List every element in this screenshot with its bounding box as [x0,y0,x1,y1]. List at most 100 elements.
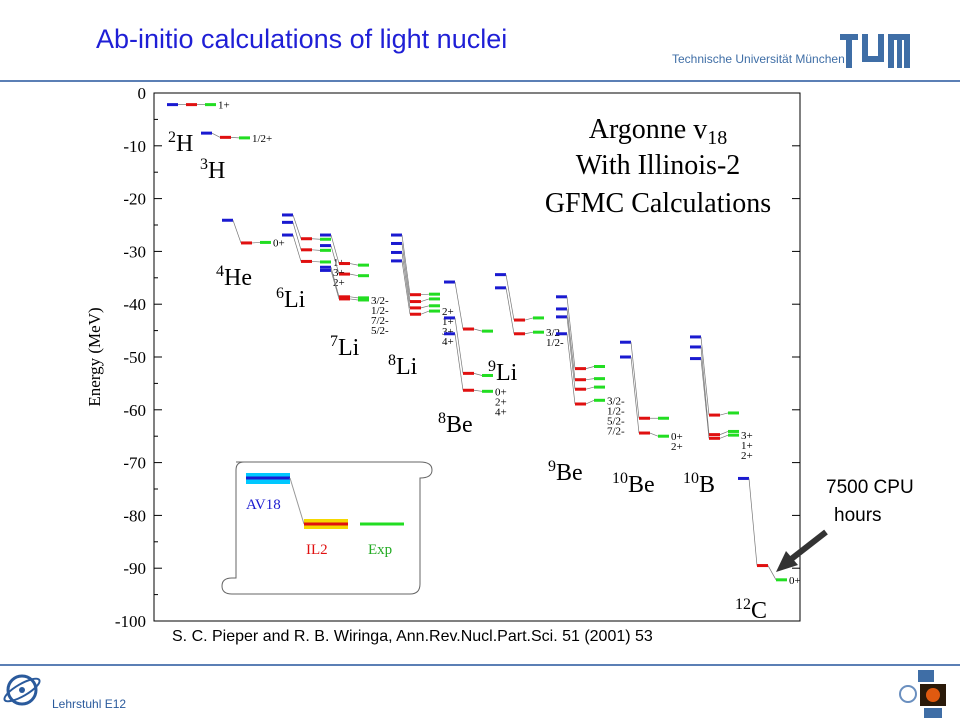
nucleus-label: 10B [683,470,715,498]
spin-label: 1+ [741,440,753,452]
y-tick-label: -30 [123,242,146,261]
footer-logos-icon [899,670,946,718]
legend-exp-label: Exp [368,542,392,558]
level-connector [566,316,576,390]
y-tick-label: -100 [115,612,146,631]
spin-label: 7/2- [607,425,625,437]
level-connector [292,222,302,250]
y-tick-label: -20 [123,190,146,209]
arrow-icon [776,529,828,572]
level-connector [454,281,464,330]
level-connector [524,331,534,335]
level-connector [524,317,534,321]
level-connector [505,274,515,321]
level-connector [420,298,430,302]
chair-name: Lehrstuhl E12 [52,697,127,711]
y-tick-label: -90 [123,559,146,578]
level-connector [566,333,576,405]
level-connector [401,252,411,308]
level-connector [585,366,595,369]
level-connector [630,342,640,419]
nucleus-label: 10Be [612,470,655,498]
footer-rule [0,664,960,666]
spin-label: 1/2- [371,305,389,317]
nucleus-8Li: 2+1+3+4+ 8Li [388,233,454,380]
level-connector [311,238,321,240]
level-connector [211,132,221,138]
level-connector [401,234,411,295]
spin-label: 1/2+ [252,133,272,145]
nucleus-3H: 1/2+ 3H [200,131,272,184]
level-connector [566,296,576,369]
spin-label: 1/2- [546,337,564,349]
institution-name: Technische Universität München [672,52,845,66]
level-connector [349,296,359,299]
level-connector [585,378,595,381]
spin-label: 0+ [495,386,507,398]
nucleus-label: 7Li [330,333,360,361]
level-connector [401,260,411,315]
level-connector [700,346,710,435]
level-connector [292,234,302,262]
y-tick-label: -50 [123,348,146,367]
chart-title-line-3: GFMC Calculations [545,188,771,219]
nucleus-4He: 0+ 4He [216,218,285,291]
spin-label: 0+ [671,431,683,443]
y-tick-label: -70 [123,454,146,473]
level-connector [311,261,321,263]
level-connector [349,298,359,301]
spin-label: 1+ [442,316,454,328]
nucleus-label: 9Be [548,458,583,486]
level-connector [748,478,758,566]
nucleus-label: 6Li [276,285,306,313]
level-connector [454,333,464,391]
spin-label: 3/2- [546,327,564,339]
level-connector [349,273,359,277]
spin-label: 2+ [671,441,683,453]
spin-label: 5/2- [371,325,389,337]
level-connector [230,137,240,139]
nucleus-9Be: 3/2-1/2-5/2-7/2-9Be [548,295,625,486]
level-connector [330,245,340,275]
legend-il2-label: IL2 [306,542,328,558]
spin-label: 3/2- [371,295,389,307]
spin-label: 3/2- [607,395,625,407]
level-connector [585,399,595,405]
spin-label: 3+ [741,430,753,442]
nucleus-9Li: 3/2-1/2- 9Li [488,273,564,386]
y-tick-label: -80 [123,506,146,525]
level-connector [420,305,430,309]
level-connector [420,310,430,315]
level-connector [311,249,321,251]
citation: S. C. Pieper and R. B. Wiringa, Ann.Rev.… [172,628,653,645]
level-connector [585,386,595,390]
level-connector [566,308,576,380]
nucleus-10B: 3+1+2+ 10B [683,335,753,498]
spin-label: 1+ [218,100,230,112]
level-connector [251,242,261,244]
nucleus-label: 3H [200,156,225,184]
level-connector [719,434,729,439]
level-connector [330,267,340,297]
y-axis: 0 -10 -20 -30 -40 -50 -60 -70 -80 -90 -100 [115,84,800,631]
nucleus-10Be: 0+2+ 10Be [612,340,683,498]
nucleus-7Li: 3/2-1/2-7/2-5/2- 7Li [320,233,389,361]
level-connector [700,336,710,416]
level-connector [420,293,430,296]
spin-label: 2+ [333,277,345,289]
nucleus-12C: 0+ 12C [735,476,801,624]
spin-label: 2+ [495,396,507,408]
nucleus-label: 12C [735,596,767,624]
spin-label: 0+ [789,575,801,587]
level-connector [473,373,483,376]
legend-av18-label: AV18 [246,497,281,513]
nucleus-label: 2H [168,129,193,157]
level-connector [767,565,777,580]
y-tick-label: -10 [123,137,146,156]
cpu-hours-note: 7500 CPU hours [826,474,914,530]
nucleus-label: 8Be [438,410,473,438]
level-connector [700,358,710,439]
y-tick-label: -60 [123,401,146,420]
nucleus-2H: 1+ 2H [167,100,230,157]
